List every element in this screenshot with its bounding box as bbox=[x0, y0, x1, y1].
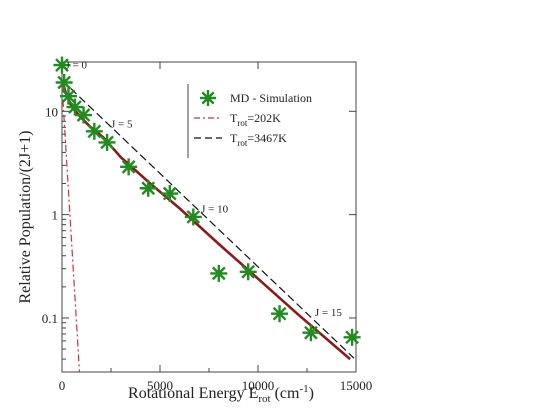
legend-label: Trot=3467K bbox=[230, 131, 287, 148]
j-label: J = 10 bbox=[201, 203, 228, 215]
star-stroke bbox=[345, 330, 359, 345]
y-axis: 0.1 1 10 bbox=[42, 79, 356, 360]
star-stroke bbox=[186, 210, 201, 224]
star-stroke bbox=[304, 325, 318, 340]
data-point bbox=[85, 122, 103, 140]
star-stroke bbox=[87, 124, 102, 139]
star-stroke bbox=[100, 135, 114, 150]
star-stroke bbox=[272, 306, 287, 321]
y-tick-label: 0.1 bbox=[42, 311, 58, 326]
x-tick-label: 15000 bbox=[340, 378, 373, 393]
legend-label: Trot=202K bbox=[230, 111, 281, 128]
annotations: J = 0 J = 5 J = 10 J = 15 bbox=[66, 59, 343, 318]
star-stroke bbox=[68, 100, 82, 114]
series-lines bbox=[62, 79, 355, 372]
data-point bbox=[53, 56, 71, 74]
x-tick-label: 5000 bbox=[147, 378, 173, 393]
star-stroke bbox=[241, 264, 256, 279]
data-point bbox=[161, 185, 179, 203]
legend-marker bbox=[200, 90, 216, 106]
j-label: J = 0 bbox=[66, 59, 88, 71]
data-point bbox=[75, 106, 93, 124]
star-stroke bbox=[162, 186, 177, 201]
star-stroke bbox=[201, 91, 215, 105]
series-markers bbox=[53, 56, 361, 346]
legend-label: MD - Simulation bbox=[230, 91, 312, 105]
j-label: J = 15 bbox=[315, 307, 342, 319]
star-stroke bbox=[121, 159, 136, 174]
data-point bbox=[343, 328, 361, 346]
legend: MD - Simulation Trot=202K Trot=3467K bbox=[187, 84, 312, 158]
x-axis: 0 5000 10000 15000 bbox=[59, 62, 373, 393]
data-point bbox=[55, 73, 73, 91]
j-label: J = 5 bbox=[111, 118, 133, 130]
x-tick-label: 0 bbox=[59, 378, 66, 393]
data-point bbox=[139, 179, 157, 197]
star-stroke bbox=[76, 108, 91, 122]
y-axis-label: Relative Population/(2J+1) bbox=[17, 131, 34, 304]
y-tick-label: 1 bbox=[52, 208, 59, 223]
series-line bbox=[62, 79, 355, 359]
star-stroke bbox=[211, 266, 226, 281]
data-point bbox=[210, 264, 228, 282]
series-line bbox=[62, 84, 81, 372]
x-axis-label: Rotational Energy Erot (cm-1) bbox=[128, 383, 314, 405]
data-point bbox=[239, 263, 257, 281]
star-stroke bbox=[141, 181, 156, 196]
data-point bbox=[302, 324, 320, 342]
data-point bbox=[120, 158, 138, 176]
star-stroke bbox=[61, 89, 76, 104]
y-tick-label: 10 bbox=[45, 104, 58, 119]
star-stroke bbox=[55, 58, 69, 72]
data-point bbox=[271, 305, 289, 323]
data-point bbox=[98, 133, 116, 151]
star-stroke bbox=[57, 75, 72, 90]
x-tick-label: 10000 bbox=[242, 378, 275, 393]
data-point bbox=[184, 208, 202, 226]
